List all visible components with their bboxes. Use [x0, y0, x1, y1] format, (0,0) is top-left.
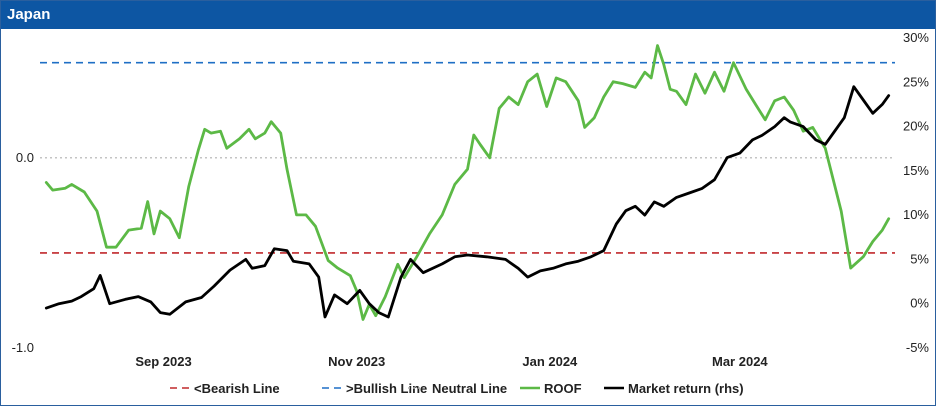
series-lines [44, 44, 891, 321]
x-tick-label: Nov 2023 [328, 354, 385, 369]
legend-label-1: >Bullish Line [346, 381, 427, 396]
x-tick-label: Jan 2024 [522, 354, 578, 369]
right-tick-label: 20% [903, 119, 929, 134]
left-tick-label: 0.0 [16, 150, 34, 165]
right-tick-label: 30% [903, 30, 929, 45]
series-line-0 [44, 44, 891, 321]
right-tick-label: 5% [910, 251, 929, 266]
series-line-1 [44, 85, 891, 319]
right-tick-label: 15% [903, 163, 929, 178]
x-tick-label: Sep 2023 [135, 354, 191, 369]
reference-lines [40, 61, 895, 254]
right-tick-label: 0% [910, 296, 929, 311]
panel-header: Japan [1, 1, 935, 29]
right-axis-ticks: 30% 25% 20% 15% 10% 5% 0% -5% [903, 30, 929, 355]
panel-title: Japan [7, 6, 51, 23]
x-axis-ticks: Sep 2023 Nov 2023 Jan 2024 Mar 2024 [135, 354, 768, 369]
legend-label-0: <Bearish Line [194, 381, 280, 396]
right-tick-label: 25% [903, 74, 929, 89]
x-tick-label: Mar 2024 [712, 354, 768, 369]
legend-label-2: Neutral Line [432, 381, 507, 396]
legend-label-4: Market return (rhs) [628, 381, 744, 396]
left-tick-label: -1.0 [12, 340, 34, 355]
right-tick-label: 10% [903, 207, 929, 222]
legend: <Bearish Line >Bullish Line Neutral Line RO… [170, 381, 744, 396]
right-tick-label: -5% [906, 340, 930, 355]
left-axis-ticks: 0.0 -1.0 [12, 150, 34, 355]
legend-label-3: ROOF [544, 381, 582, 396]
